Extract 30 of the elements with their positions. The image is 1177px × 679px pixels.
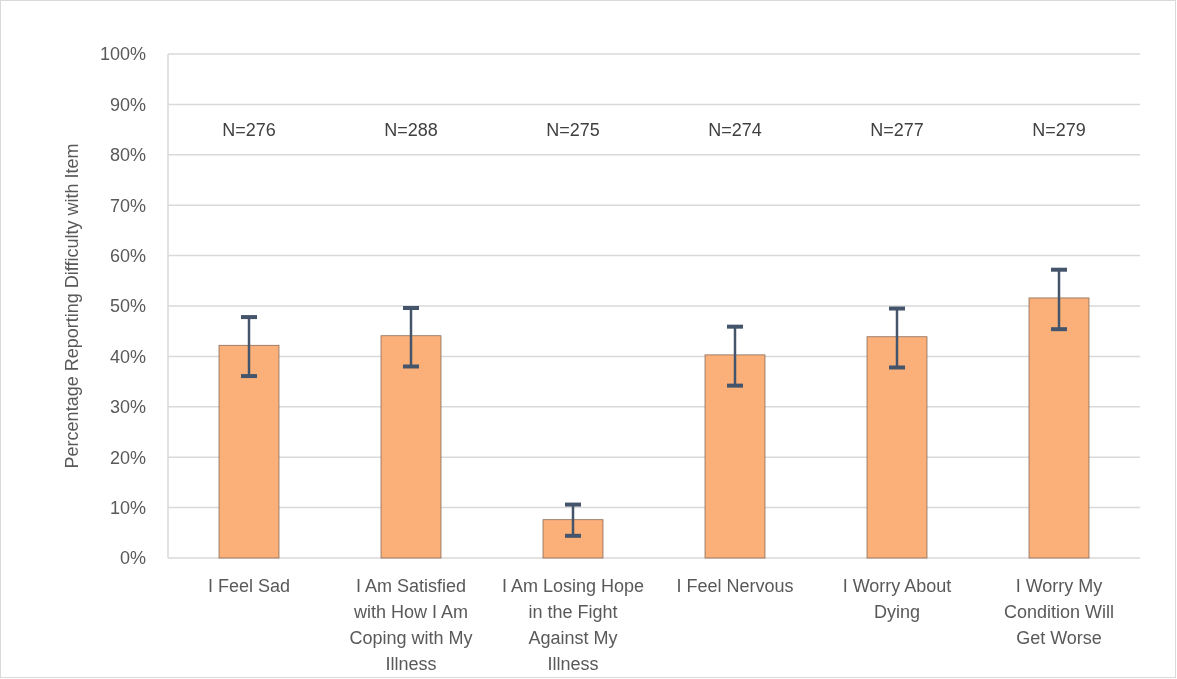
- annotation: N=288: [384, 120, 438, 141]
- bar: [704, 354, 766, 559]
- y-axis-title: Percentage Reporting Difficulty with Item: [62, 143, 82, 469]
- y-tick-label: 40%: [109, 346, 146, 367]
- x-tick-label: I Worry My Condition Will Get Worse: [1003, 576, 1115, 648]
- annotation: N=275: [546, 120, 600, 141]
- bar: [542, 519, 604, 559]
- y-tick-label: 50%: [109, 296, 146, 317]
- y-tick-label: 60%: [109, 245, 146, 266]
- bar: [218, 344, 280, 559]
- annotation: N=277: [870, 120, 924, 141]
- x-tick-label: I Feel Nervous: [676, 576, 794, 596]
- y-tick-label: 80%: [109, 145, 146, 166]
- y-tick-label: 30%: [109, 397, 146, 418]
- annotation: N=276: [222, 120, 276, 141]
- y-tick-label: 90%: [109, 94, 146, 115]
- bar: [1028, 297, 1090, 559]
- annotation: N=279: [1032, 120, 1086, 141]
- x-tick-label: I Worry About Dying: [842, 576, 952, 622]
- y-tick-label: 70%: [109, 195, 146, 216]
- bar: [866, 336, 928, 559]
- y-tick-label: 0%: [119, 548, 146, 569]
- annotation: N=274: [708, 120, 762, 141]
- y-tick-label: 100%: [99, 44, 146, 65]
- x-tick-label: I Am Satisfied with How I Am Coping with My Illness: [349, 576, 473, 674]
- y-tick-label: 20%: [109, 447, 146, 468]
- x-tick-label: I Feel Sad: [207, 576, 291, 596]
- bar: [380, 335, 442, 559]
- x-tick-label: I Am Losing Hope in the Fight Against My Illness: [501, 576, 645, 674]
- y-tick-label: 10%: [109, 497, 146, 518]
